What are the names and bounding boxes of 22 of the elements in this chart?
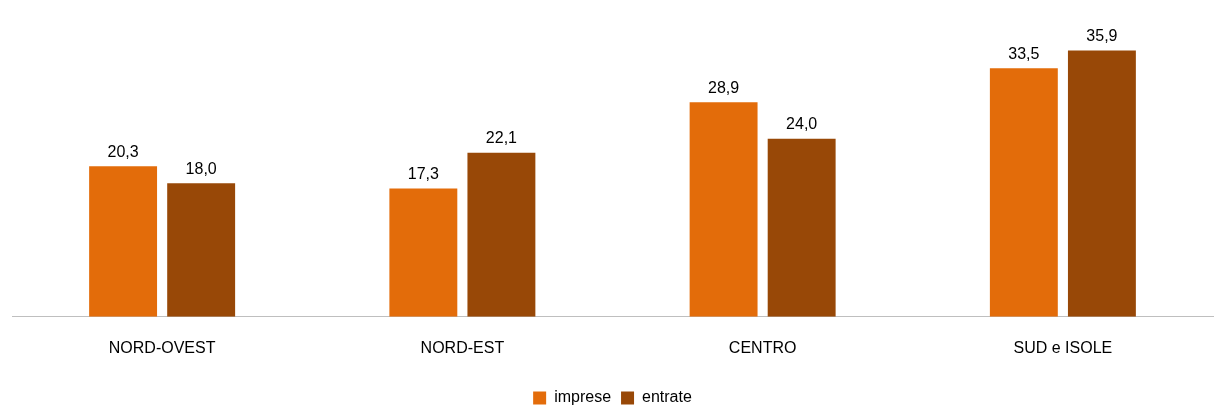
- bar: [167, 183, 236, 317]
- bar: [689, 102, 758, 317]
- data-label: 28,9: [708, 78, 740, 96]
- bar: [1067, 50, 1136, 317]
- data-label: 22,1: [485, 129, 518, 147]
- bar: [89, 166, 158, 317]
- bar: [389, 188, 458, 317]
- data-label: 18,0: [185, 159, 217, 177]
- legend-label: entrate: [642, 388, 692, 406]
- data-label: 35,9: [1086, 26, 1118, 44]
- x-tick-label: NORD-OVEST: [108, 338, 216, 356]
- x-tick-label: NORD-EST: [420, 338, 505, 356]
- bar: [767, 138, 836, 317]
- x-tick-label: SUD e ISOLE: [1013, 338, 1113, 356]
- data-label: 33,5: [1008, 44, 1040, 62]
- x-tick-label: CENTRO: [728, 338, 797, 356]
- data-label: 24,0: [786, 115, 818, 133]
- bar: [467, 152, 536, 317]
- legend-label: imprese: [554, 388, 612, 406]
- data-label: 20,3: [107, 142, 139, 160]
- data-label: 17,3: [407, 164, 440, 182]
- bar: [989, 68, 1058, 317]
